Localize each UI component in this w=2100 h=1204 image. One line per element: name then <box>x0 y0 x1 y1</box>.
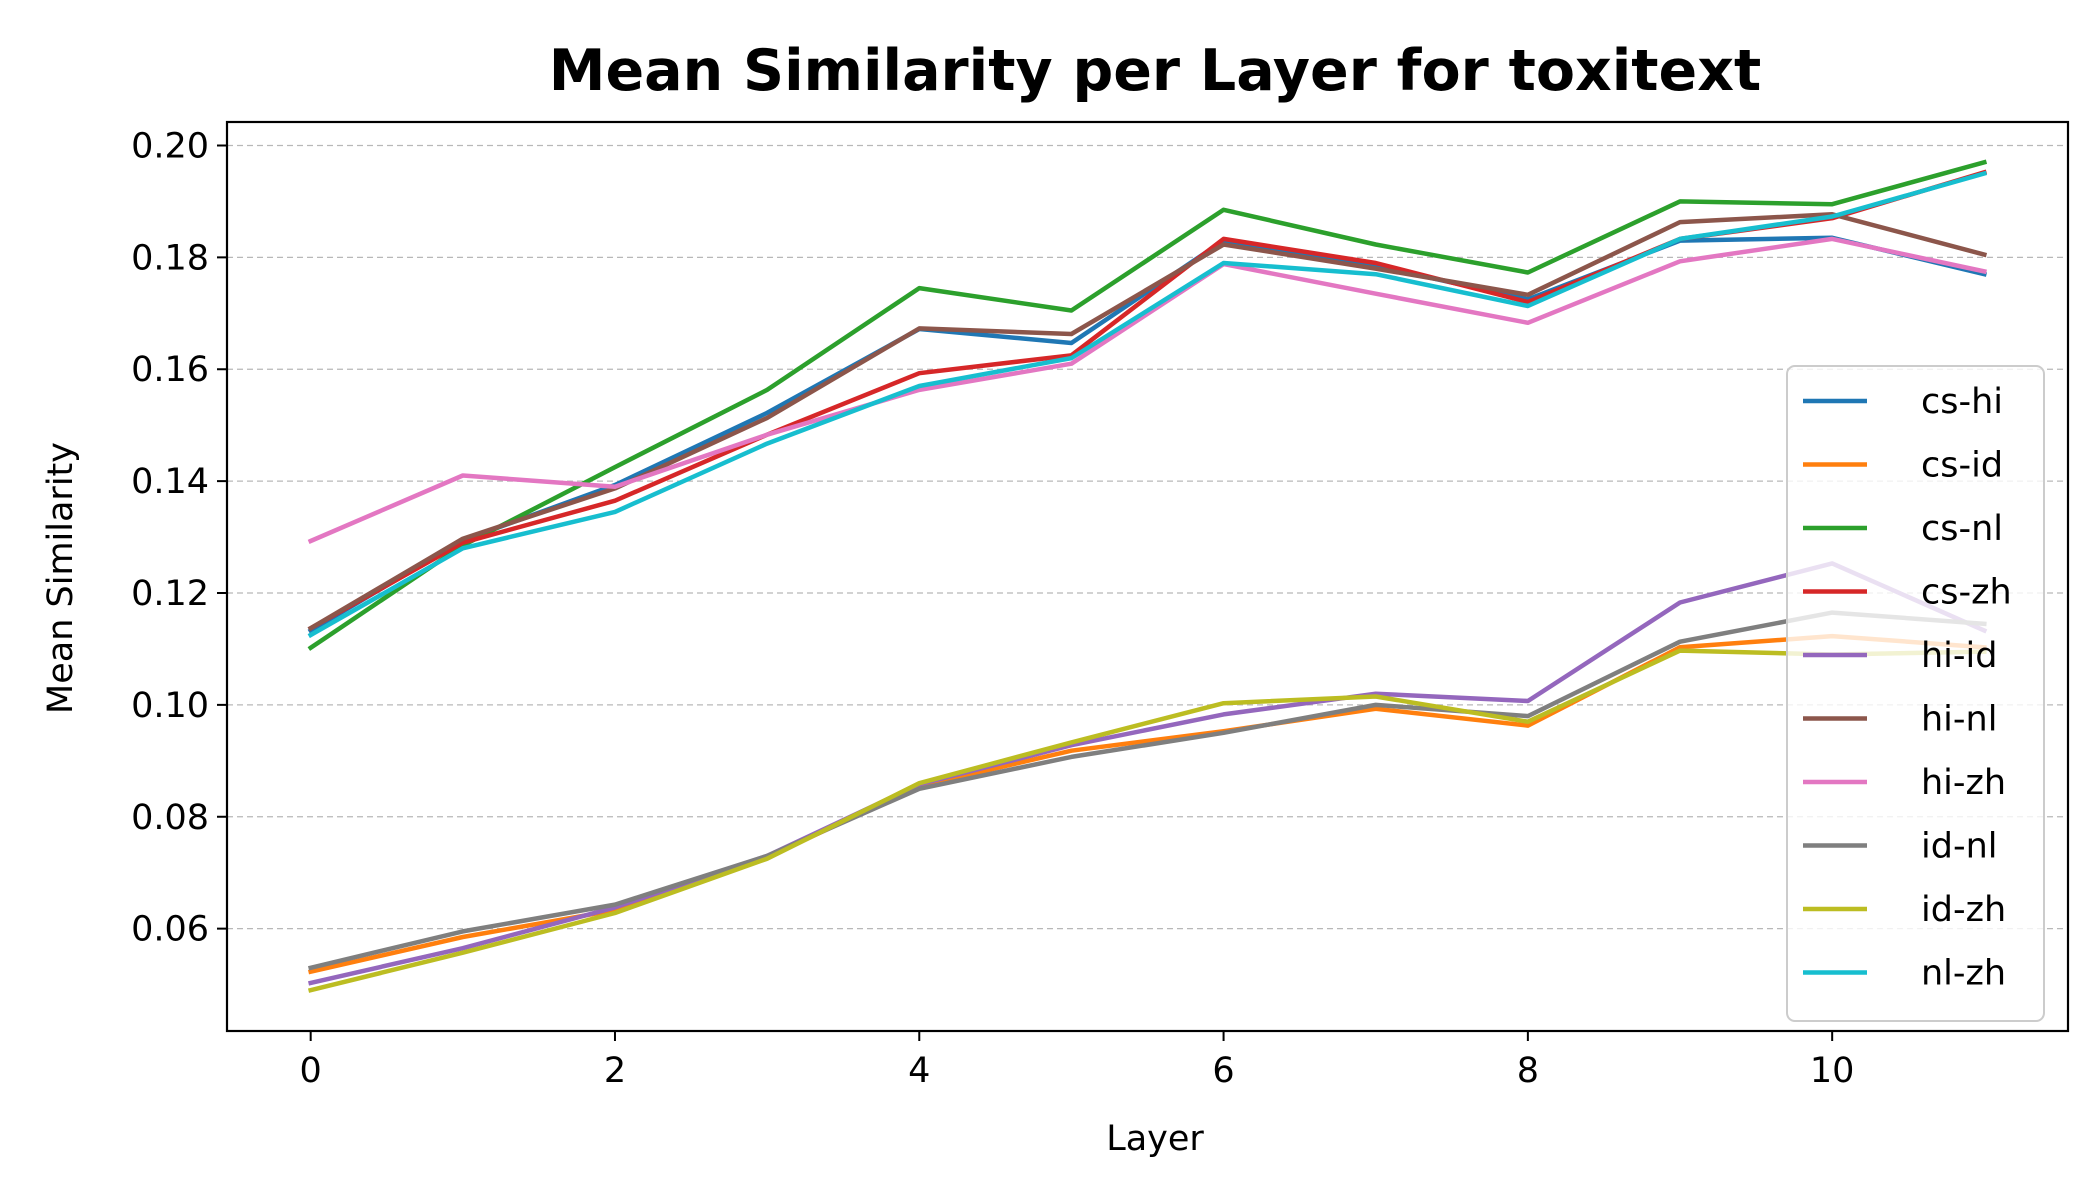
series-lines <box>307 159 1988 993</box>
y-axis-ticks: 0.06 0.08 0.10 0.12 0.14 0.16 0.18 0.20 <box>131 126 227 950</box>
y-tick-label: 0.18 <box>131 238 209 278</box>
x-tick-label: 0 <box>300 1051 322 1091</box>
x-tick-label: 10 <box>1810 1051 1855 1091</box>
series-line-id-zh <box>307 648 1987 993</box>
legend-entries: cs-hi cs-id cs-nl cs-zh hi-id hi-nl hi-zh id-nl… <box>1803 382 2012 994</box>
x-axis-ticks: 0 2 4 6 8 10 <box>300 1031 1855 1091</box>
plot-area-frame <box>225 120 2070 1033</box>
legend-label: hi-nl <box>1921 700 1997 740</box>
y-tick-label: 0.20 <box>131 126 209 166</box>
legend: cs-hi cs-id cs-nl cs-zh hi-id hi-nl hi-zh id-nl… <box>1786 365 2045 1022</box>
legend-label: hi-zh <box>1921 763 2006 803</box>
legend-label: cs-zh <box>1921 573 2012 613</box>
legend-label: nl-zh <box>1921 954 2006 994</box>
legend-label: hi-id <box>1921 636 1997 676</box>
series-line-hi-id <box>308 561 1988 986</box>
legend-label: id-nl <box>1921 827 1997 867</box>
y-tick-label: 0.16 <box>131 350 209 390</box>
x-tick-label: 6 <box>1212 1051 1234 1091</box>
y-axis-label: Mean Similarity <box>41 442 81 714</box>
legend-label: cs-nl <box>1921 509 2003 549</box>
x-tick-label: 2 <box>604 1051 626 1091</box>
grid-lines <box>227 144 2068 930</box>
legend-label: id-zh <box>1921 890 2006 930</box>
series-line-hi-nl <box>307 212 1988 632</box>
y-tick-label: 0.06 <box>131 910 209 950</box>
legend-label: cs-hi <box>1921 382 2003 422</box>
chart-title: Mean Similarity per Layer for toxitext <box>549 38 1761 104</box>
series-line-nl-zh <box>307 170 1988 639</box>
y-tick-label: 0.14 <box>131 462 209 502</box>
x-tick-label: 4 <box>908 1051 930 1091</box>
y-tick-label: 0.08 <box>131 798 209 838</box>
legend-label: cs-id <box>1921 446 2003 486</box>
series-line-cs-nl <box>307 159 1988 651</box>
x-axis-label: Layer <box>1106 1119 1204 1159</box>
y-tick-label: 0.12 <box>131 574 209 614</box>
x-tick-label: 8 <box>1517 1051 1539 1091</box>
series-line-hi-zh <box>307 236 1987 544</box>
y-tick-label: 0.10 <box>131 686 209 726</box>
series-line-id-nl <box>307 610 1987 971</box>
